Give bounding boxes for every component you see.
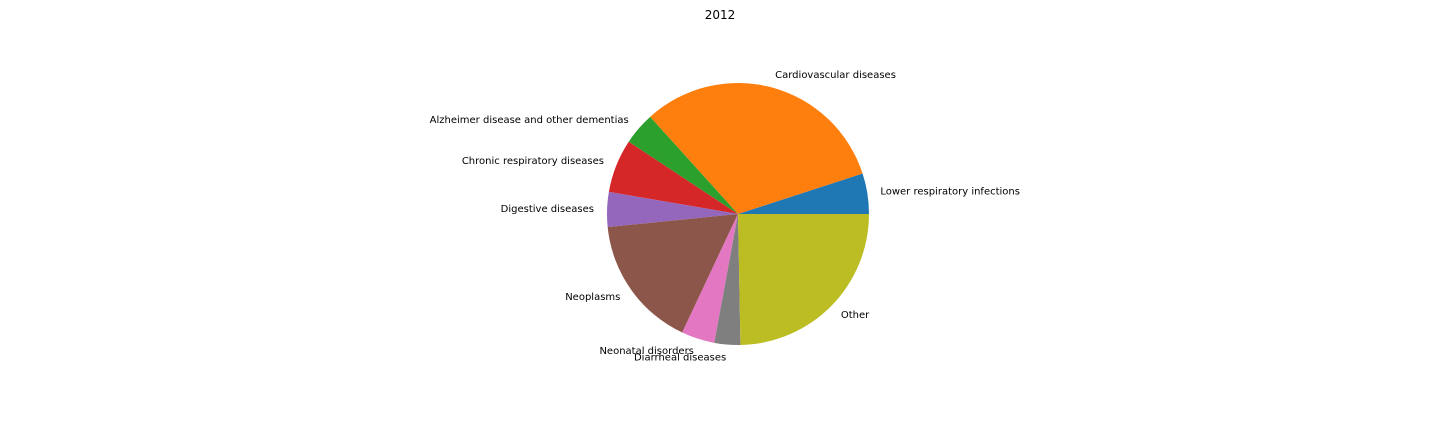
pie-slice-other	[738, 214, 869, 345]
pie-slice-alzheimer-disease-and-other-dementias	[628, 116, 738, 214]
pie-label-lower-respiratory-infections: Lower respiratory infections	[880, 186, 1020, 197]
pie-label-diarrheal-diseases: Diarrheal diseases	[634, 353, 726, 364]
pie-slice-cardiovascular-diseases	[650, 83, 863, 214]
pie-label-chronic-respiratory-diseases: Chronic respiratory diseases	[462, 156, 604, 167]
pie-label-cardiovascular-diseases: Cardiovascular diseases	[775, 70, 896, 81]
pie-labels: Lower respiratory infections Cardiovascul…	[430, 70, 1020, 364]
pie-slice-diarrheal-diseases	[714, 214, 741, 345]
pie-slice-neonatal-disorders	[682, 214, 738, 343]
pie-label-neoplasms: Neoplasms	[565, 292, 620, 303]
pie-label-other: Other	[841, 310, 870, 321]
pie-slice-lower-respiratory-infections	[738, 173, 869, 214]
pie-slice-chronic-respiratory-diseases	[608, 141, 738, 214]
pie-label-neonatal-disorders: Neonatal disorders	[599, 346, 693, 357]
pie-label-alzheimer-disease-and-other-dementias: Alzheimer disease and other dementias	[430, 115, 629, 126]
pie-label-digestive-diseases: Digestive diseases	[501, 204, 594, 215]
chart-title: 2012	[705, 8, 736, 22]
pie-slice-digestive-diseases	[607, 191, 738, 228]
pie-slices	[607, 83, 869, 345]
pie-slice-neoplasms	[607, 214, 738, 333]
